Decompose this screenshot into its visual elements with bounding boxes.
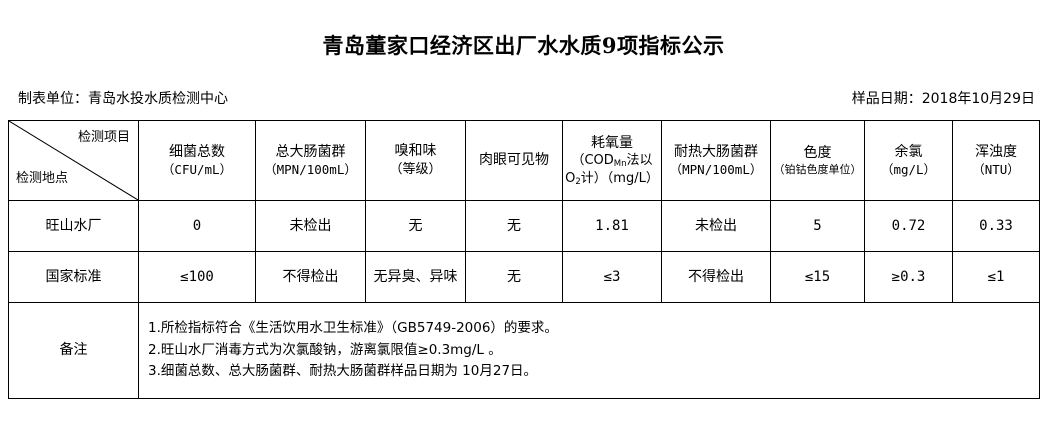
header-col-visible-matter: 肉眼可见物 [465,120,563,201]
header-col-chromaticity: 色度 （铂钴色度单位） [770,120,865,201]
note-line-2: 2.旺山水厂消毒方式为次氯酸钠，游离氯限值≥0.3mg/L 。 [148,341,502,358]
prepared-by-label: 制表单位：青岛水投水质检测中心 [18,91,228,107]
note-line-1: 1.所检指标符合《生活饮用水卫生标准》（GB5749-2006）的要求。 [148,319,558,336]
cell-total-coliform: 未检出 [255,200,366,252]
cell-visible-matter: 无 [465,200,563,252]
cell-odor-taste: 无异臭、异味 [365,251,466,303]
header-col-turbidity: 浑浊度 （NTU） [952,120,1040,201]
cell-turbidity: 0.33 [952,200,1040,252]
cell-oxygen-consumption: ≤3 [562,251,662,303]
header-unit: （NTU） [972,161,1020,177]
header-name: 总大肠菌群 [275,143,346,160]
header-unit-post: 计）（mg/L） [580,170,659,186]
header-item-label: 检测项目 [77,130,130,145]
header-name: 肉眼可见物 [479,152,549,169]
cell-residual-chlorine: 0.72 [864,200,953,252]
cell-thermotolerant-coliform: 未检出 [661,200,771,252]
notes-label: 备注 [8,302,139,399]
header-col-odor-taste: 嗅和味 （等级） [365,120,466,201]
note-line-3: 3.细菌总数、总大肠菌群、耐热大肠菌群样品日期为 10月27日。 [148,363,538,380]
table-header-row: 检测项目 检测地点 细菌总数 （CFU/mL） 总大肠菌群 （MPN/100mL… [8,120,1040,201]
table-row: 旺山水厂 0 未检出 无 无 1.81 未检出 5 0.72 0.33 [8,200,1040,252]
header-name: 细菌总数 [169,143,225,160]
report-meta-row: 制表单位：青岛水投水质检测中心 样品日期：2018年10月29日 [0,88,1047,108]
header-name: 嗅和味 [394,143,437,160]
header-corner-cell: 检测项目 检测地点 [8,120,139,201]
water-quality-table: 检测项目 检测地点 细菌总数 （CFU/mL） 总大肠菌群 （MPN/100mL… [8,120,1040,399]
header-unit-pre: （COD [571,153,614,169]
cell-odor-taste: 无 [365,200,466,252]
header-unit-sub-mn: Mn [613,159,627,170]
sample-date-label: 样品日期：2018年10月29日 [851,91,1035,107]
header-name: 耐热大肠菌群 [674,143,758,160]
header-name: 余氯 [894,143,923,160]
cell-bacteria-total: 0 [138,200,256,252]
notes-content: 1.所检指标符合《生活饮用水卫生标准》（GB5749-2006）的要求。 2.旺… [138,302,1040,399]
cell-bacteria-total: ≤100 [138,251,256,303]
cell-chromaticity: ≤15 [770,251,865,303]
cell-total-coliform: 不得检出 [255,251,366,303]
header-name: 浑浊度 [975,143,1017,160]
cell-chromaticity: 5 [770,200,865,252]
header-name: 色度 [803,144,832,161]
header-unit: （mg/L） [880,161,937,177]
header-col-thermotolerant-coliform: 耐热大肠菌群 （MPN/100mL） [661,120,771,201]
header-unit-sub-2: 2 [575,176,581,187]
cell-visible-matter: 无 [465,251,563,303]
header-col-total-coliform: 总大肠菌群 （MPN/100mL） [255,120,366,201]
cell-thermotolerant-coliform: 不得检出 [661,251,771,303]
header-unit: （MPN/100mL） [669,161,763,177]
header-col-bacteria-total: 细菌总数 （CFU/mL） [138,120,256,201]
table-notes-row: 备注 1.所检指标符合《生活饮用水卫生标准》（GB5749-2006）的要求。 … [8,302,1040,399]
table-row: 国家标准 ≤100 不得检出 无异臭、异味 无 ≤3 不得检出 ≤15 ≥0.3… [8,251,1040,303]
header-name: 耗氧量 [591,134,633,151]
diagonal-divider-icon [9,121,138,200]
header-unit-mid: 法以O [565,153,653,186]
cell-oxygen-consumption: 1.81 [562,200,662,252]
header-unit: （CFU/mL） [161,161,233,177]
header-col-oxygen-consumption: 耗氧量 （CODMn法以O2计）（mg/L） [562,120,662,201]
header-site-label: 检测地点 [16,171,69,187]
row-site-label: 旺山水厂 [8,200,139,252]
page-title: 青岛董家口经济区出厂水水质9项指标公示 [322,33,725,58]
cell-turbidity: ≤1 [952,251,1040,303]
header-unit: （MPN/100mL） [264,161,357,177]
header-col-residual-chlorine: 余氯 （mg/L） [864,120,953,201]
header-unit: （等级） [389,162,442,178]
header-unit: （CODMn法以O2计）（mg/L） [564,152,660,187]
cell-residual-chlorine: ≥0.3 [864,251,953,303]
row-site-label: 国家标准 [8,251,139,303]
header-unit: （铂钴色度单位） [773,162,862,176]
